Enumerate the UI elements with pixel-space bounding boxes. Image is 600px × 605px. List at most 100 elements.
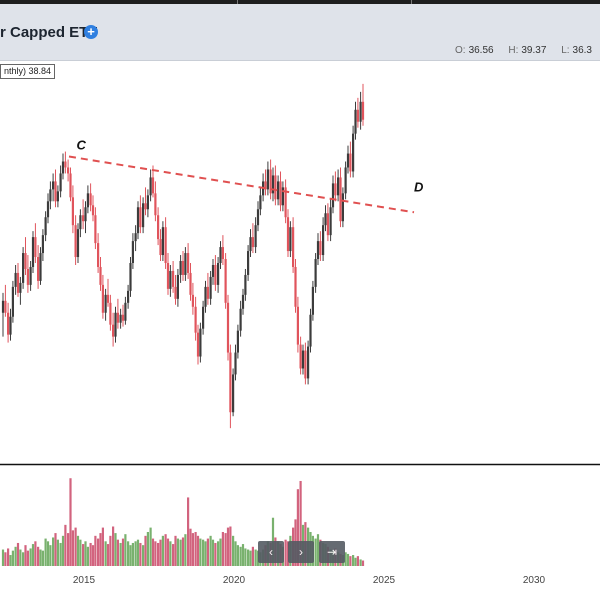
candle-body: [157, 215, 160, 240]
volume-bar: [352, 555, 355, 566]
candle: [109, 294, 112, 331]
volume-bar: [29, 548, 32, 566]
candle: [286, 209, 290, 258]
volume-bar: [124, 534, 127, 566]
candle-body: [46, 201, 50, 218]
volume-bar: [161, 535, 164, 566]
x-tick-label: 2030: [523, 575, 546, 586]
candle: [79, 209, 82, 238]
volume-bar: [109, 535, 112, 566]
candle: [67, 159, 70, 182]
candle: [69, 167, 72, 202]
trendline-c-d[interactable]: [68, 155, 415, 214]
volume-bar: [119, 542, 122, 566]
x-tick-label: 2020: [223, 575, 246, 586]
candle-body: [244, 274, 247, 295]
scroll-to-end-button[interactable]: ⇥: [319, 541, 345, 563]
candle-body: [146, 195, 149, 210]
toolbar-divider: [411, 0, 412, 4]
candle: [124, 296, 127, 325]
candle: [217, 257, 220, 293]
candle-body: [161, 227, 164, 256]
candle-body: [181, 261, 185, 275]
candle-body: [136, 207, 140, 234]
candle-body: [4, 300, 7, 313]
candle: [139, 195, 142, 234]
volume-bar: [219, 538, 222, 566]
price-chart[interactable]: CD 2015 2020 2025 2030: [0, 61, 600, 600]
candle: [86, 185, 89, 214]
candle-body: [39, 253, 42, 281]
candle-body: [189, 272, 192, 295]
candle: [352, 125, 355, 178]
candle: [256, 201, 260, 232]
annotation-layer: CD: [77, 138, 425, 195]
candle: [176, 268, 179, 307]
candle-body: [44, 217, 47, 236]
candle-body: [241, 294, 245, 309]
candle-body: [281, 187, 284, 206]
candle: [22, 247, 25, 289]
trendline-layer[interactable]: [68, 155, 415, 214]
scroll-left-button[interactable]: ‹: [258, 541, 284, 563]
candle-body: [151, 177, 155, 194]
candle-body: [341, 193, 344, 222]
candle: [211, 259, 215, 285]
candle-body: [279, 181, 282, 206]
volume-bar: [59, 542, 62, 566]
candle: [344, 161, 347, 200]
volume-bar: [146, 531, 149, 566]
candle-body: [67, 167, 70, 174]
candle-body: [164, 227, 167, 263]
candle: [284, 179, 287, 224]
candle: [89, 183, 92, 212]
candle: [14, 264, 17, 295]
candle: [354, 101, 357, 140]
candle: [326, 203, 329, 242]
candle-body: [19, 282, 22, 293]
candle-body: [187, 253, 190, 273]
candle: [202, 300, 205, 335]
volume-bar: [254, 549, 257, 566]
volume-bar: [209, 535, 212, 566]
candle: [31, 231, 35, 273]
candle-body: [247, 251, 250, 275]
candle: [181, 251, 185, 281]
candle-body: [249, 237, 252, 252]
add-symbol-icon[interactable]: +: [84, 25, 98, 39]
candle: [184, 247, 187, 281]
volume-bar: [204, 541, 207, 566]
volume-bar: [361, 560, 365, 566]
candle: [64, 151, 67, 174]
volume-bar: [52, 537, 55, 566]
candle-body: [316, 241, 320, 260]
candle: [307, 340, 310, 385]
candle-body: [322, 225, 325, 256]
scroll-right-button[interactable]: ›: [288, 541, 314, 563]
candle: [101, 274, 104, 319]
volume-bar: [214, 542, 217, 566]
candle-body: [169, 270, 172, 289]
volume-bar: [97, 538, 100, 566]
volume-bar: [154, 541, 157, 566]
volume-bar: [187, 497, 190, 566]
candle: [169, 264, 172, 297]
chevron-right-icon: ›: [299, 545, 303, 559]
open-value: 36.56: [468, 45, 494, 56]
candle-body: [311, 286, 314, 315]
candle: [226, 294, 230, 361]
candle-body: [52, 181, 55, 190]
candle: [44, 211, 47, 242]
candle-body: [209, 276, 212, 299]
candle: [196, 324, 200, 365]
candle-body: [277, 181, 280, 200]
candle-body: [309, 314, 312, 347]
volume-bar: [64, 524, 67, 566]
candle-body: [91, 205, 95, 216]
volume-bar: [46, 541, 50, 566]
volume-bar: [202, 539, 205, 566]
candle: [127, 284, 130, 309]
candle: [337, 169, 340, 202]
candle: [264, 169, 267, 196]
